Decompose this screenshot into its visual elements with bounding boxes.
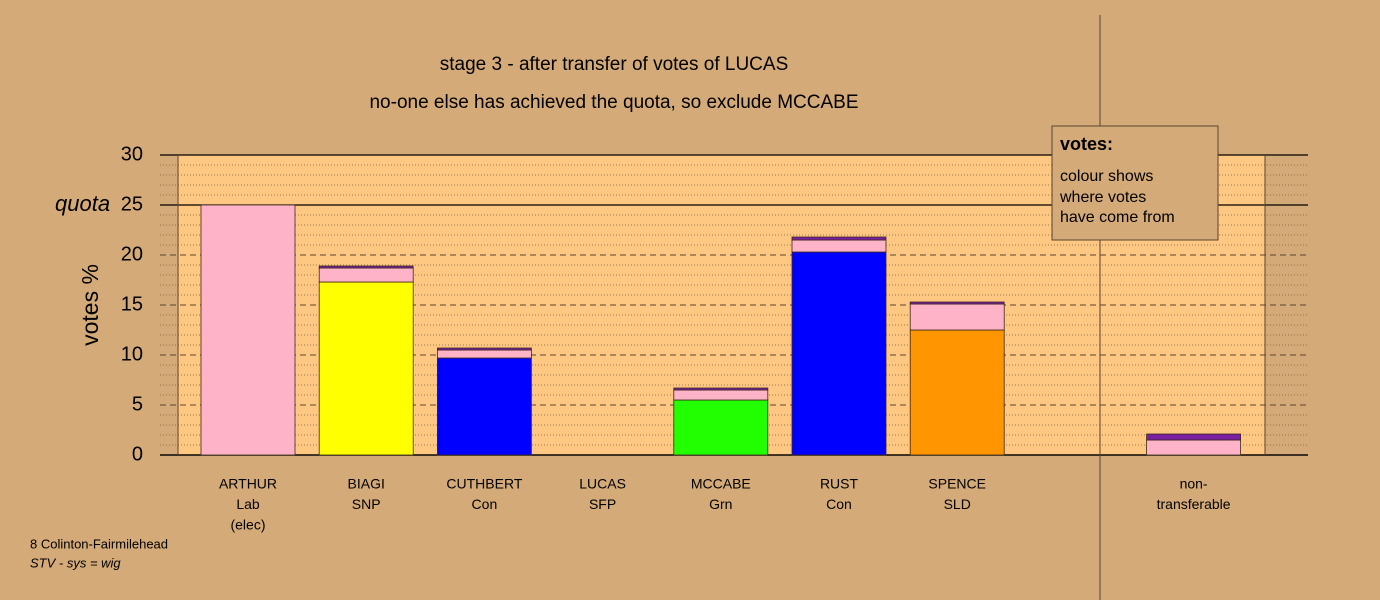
- bar-segment: [318, 265, 414, 269]
- bar-segment: [673, 399, 769, 456]
- y-tick-label: 25: [121, 193, 143, 215]
- bar-segment: [1146, 439, 1241, 456]
- x-tick-label: ARTHUR: [219, 476, 277, 492]
- legend-box: [1051, 125, 1219, 241]
- x-tick-label: non-: [1180, 476, 1208, 492]
- bar-segment: [436, 349, 532, 359]
- x-tick-label: MCCABE: [691, 476, 751, 492]
- bar-segment: [318, 281, 414, 456]
- bar-segment: [318, 267, 414, 283]
- bar-segment: [436, 347, 532, 351]
- bar-segment: [673, 387, 769, 391]
- x-tick-label: RUST: [820, 476, 859, 492]
- x-tick-label: LUCAS: [579, 476, 626, 492]
- y-tick-label: 10: [121, 343, 143, 365]
- x-tick-label: Grn: [709, 496, 732, 512]
- y-tick-label: 15: [121, 293, 143, 315]
- bar-segment: [909, 303, 1005, 331]
- quota-label: quota: [55, 191, 110, 216]
- x-tick-label: Lab: [236, 496, 260, 512]
- legend-text: where votes: [1059, 189, 1146, 206]
- bar-segment: [909, 301, 1005, 305]
- x-tick-label: Con: [472, 496, 498, 512]
- x-tick-label: SLD: [944, 496, 971, 512]
- y-tick-label: 5: [132, 393, 143, 415]
- y-tick-label: 0: [132, 443, 143, 465]
- legend-title: votes:: [1060, 134, 1113, 154]
- y-axis-label: votes %: [77, 264, 103, 346]
- x-tick-label: SNP: [352, 496, 381, 512]
- chart-title: stage 3 - after transfer of votes of LUC…: [440, 54, 789, 75]
- bar-segment: [436, 357, 532, 456]
- x-tick-label: BIAGI: [348, 476, 385, 492]
- bar-segment: [200, 204, 296, 456]
- footer: STV - sys = wig: [30, 555, 121, 570]
- bar-segment: [673, 389, 769, 401]
- x-tick-label: SFP: [589, 496, 616, 512]
- bar-segment: [791, 251, 887, 456]
- footer: 8 Colinton-Fairmilehead: [30, 536, 168, 551]
- bar-segment: [791, 239, 887, 253]
- y-tick-label: 20: [121, 243, 143, 265]
- x-tick-label: SPENCE: [928, 476, 986, 492]
- x-tick-label: CUTHBERT: [446, 476, 522, 492]
- legend-text: colour shows: [1060, 168, 1153, 185]
- bar-segment: [791, 236, 887, 241]
- y-tick-label: 30: [121, 143, 143, 165]
- x-tick-label: Con: [826, 496, 852, 512]
- x-tick-label: (elec): [230, 517, 265, 533]
- legend-text: have come from: [1060, 209, 1175, 226]
- bar-segment: [909, 329, 1005, 456]
- bar-segment: [1146, 433, 1241, 441]
- x-tick-label: transferable: [1157, 496, 1231, 512]
- chart-subtitle: no-one else has achieved the quota, so e…: [369, 92, 858, 113]
